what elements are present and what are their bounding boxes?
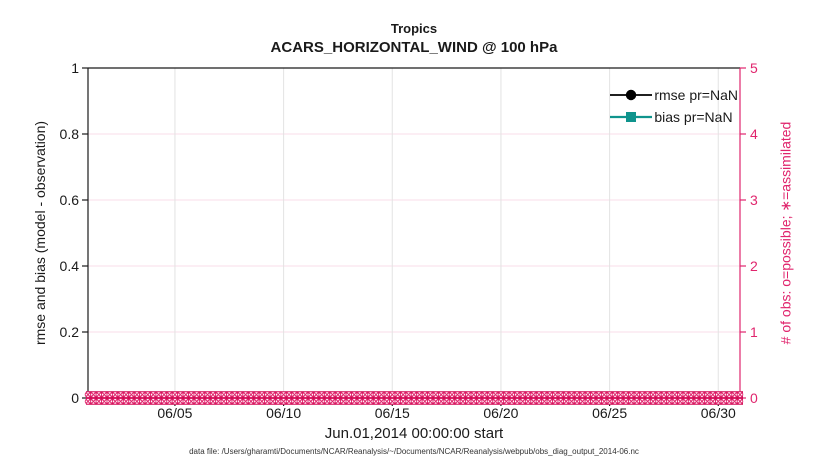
y-left-tick-label: 0.6 [59, 192, 79, 208]
x-tick-label: 06/10 [266, 405, 302, 421]
rmse-legend-swatch [610, 89, 653, 101]
x-tick-label: 06/15 [374, 405, 410, 421]
y-right-tick-label: 0 [750, 390, 758, 406]
x-tick-label: 06/20 [483, 405, 519, 421]
y-left-tick-label: 0 [71, 390, 79, 406]
chart-subtitle: ACARS_HORIZONTAL_WIND @ 100 hPa [270, 39, 558, 56]
y-axis-left-ticks [82, 67, 88, 399]
horizontal-gridlines [88, 133, 740, 333]
y-right-tick-label: 1 [750, 324, 758, 340]
bias-legend-square-marker [626, 112, 637, 122]
y-axis-right-label: # of obs: o=possible; ∗=assimilated [777, 121, 794, 345]
legend-label-bias: bias pr=NaN [654, 109, 733, 125]
chart-title: Tropics [390, 21, 438, 36]
y-right-tick-label: 4 [750, 126, 758, 142]
legend-item-rmse: rmse pr=NaN [610, 87, 738, 103]
legend-item-bias: bias pr=NaN [610, 109, 738, 125]
vertical-gridlines [174, 68, 719, 398]
y-left-tick-label: 1 [71, 60, 79, 76]
y-right-tick-label: 3 [750, 192, 758, 208]
y-right-tick-label: 5 [750, 60, 758, 76]
y-right-tick-label: 2 [750, 258, 758, 274]
x-tick-label: 06/05 [157, 405, 193, 421]
rmse-legend-circle-marker [626, 89, 637, 101]
y-axis-right-ticks [740, 67, 746, 399]
obs-markers-band [84, 391, 744, 405]
bias-legend-swatch [610, 112, 653, 122]
legend-label-rmse: rmse pr=NaN [654, 87, 738, 103]
y-axis-left-label: rmse and bias (model - observation) [32, 120, 48, 346]
y-left-tick-label: 0.4 [59, 258, 79, 274]
x-tick-label: 06/30 [700, 405, 736, 421]
x-tick-label: 06/25 [592, 405, 628, 421]
y-left-tick-label: 0.8 [59, 126, 79, 142]
x-axis-label: Jun.01,2014 00:00:00 start [324, 425, 504, 442]
legend: rmse pr=NaN bias pr=NaN [610, 87, 738, 125]
y-left-tick-label: 0.2 [59, 324, 79, 340]
data-file-caption: data file: /Users/gharamti/Documents/NCA… [189, 447, 639, 456]
